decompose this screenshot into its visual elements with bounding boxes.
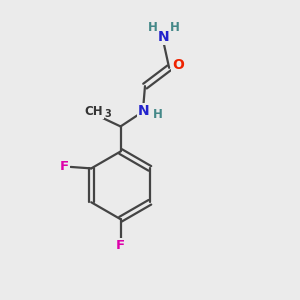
Text: F: F — [116, 239, 125, 252]
Text: H: H — [153, 108, 163, 121]
Text: H: H — [170, 21, 180, 34]
Text: H: H — [148, 21, 158, 34]
Text: 3: 3 — [105, 110, 111, 119]
Text: N: N — [138, 104, 149, 118]
Text: F: F — [60, 160, 69, 173]
Text: CH: CH — [85, 105, 104, 118]
Text: N: N — [158, 30, 170, 44]
Text: O: O — [172, 58, 184, 72]
